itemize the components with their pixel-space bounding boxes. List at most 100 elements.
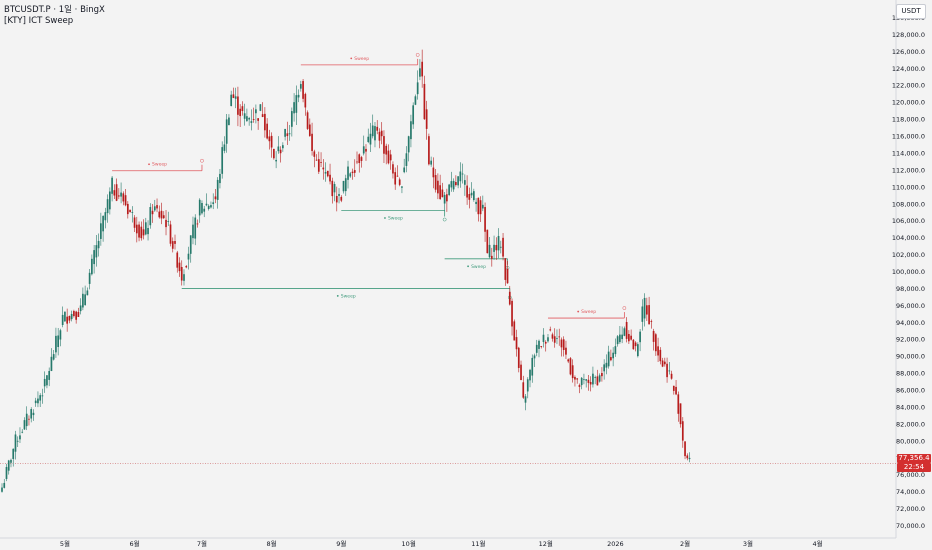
candle-body bbox=[484, 207, 486, 232]
candle-body bbox=[567, 359, 570, 362]
y-tick-label: 92,000.0 bbox=[896, 336, 925, 344]
candle-body bbox=[650, 321, 653, 322]
candle-body bbox=[526, 379, 529, 392]
y-tick-label: 74,000.0 bbox=[896, 488, 925, 496]
currency-unit-button[interactable]: USDT bbox=[896, 4, 926, 19]
candle-body bbox=[228, 117, 230, 126]
candle-body bbox=[210, 205, 212, 208]
candle-body bbox=[580, 377, 583, 386]
candle-body bbox=[338, 193, 340, 196]
y-tick-label: 124,000.0 bbox=[892, 65, 925, 73]
candle-body bbox=[434, 175, 437, 190]
sweep-marker-icon bbox=[336, 295, 339, 297]
sweep-label: Sweep bbox=[152, 162, 167, 168]
candle-body bbox=[176, 252, 179, 268]
y-tick-label: 70,000.0 bbox=[896, 522, 925, 530]
candle-body bbox=[630, 335, 632, 340]
candle-body bbox=[219, 173, 221, 184]
candle-body bbox=[347, 166, 349, 180]
candle-body bbox=[356, 161, 358, 163]
y-tick-label: 128,000.0 bbox=[892, 31, 925, 39]
candle-body bbox=[32, 412, 35, 416]
candle-body bbox=[358, 154, 361, 164]
x-tick-label: 8월 bbox=[267, 539, 277, 548]
candle-body bbox=[450, 181, 453, 188]
candle-body bbox=[389, 154, 392, 161]
y-tick-label: 84,000.0 bbox=[896, 403, 925, 411]
x-tick-label: 4월 bbox=[813, 539, 823, 548]
candle-body bbox=[632, 339, 635, 350]
candle-body bbox=[95, 245, 98, 258]
candle-body bbox=[349, 173, 352, 177]
candle-body bbox=[282, 145, 284, 149]
candle-body bbox=[535, 344, 538, 353]
candle-body bbox=[46, 375, 48, 386]
symbol-title[interactable]: BTCUSDT.P · 1일 · BingX bbox=[4, 5, 105, 15]
candle-body bbox=[257, 118, 259, 121]
candle-body bbox=[551, 334, 554, 339]
candle-body bbox=[34, 400, 37, 404]
candle-body bbox=[648, 305, 650, 325]
sweep-label: Sweep bbox=[581, 309, 596, 315]
candle-body bbox=[398, 179, 401, 185]
candle-body bbox=[446, 194, 448, 202]
x-tick-label: 6월 bbox=[130, 539, 140, 548]
sweep-end-icon bbox=[442, 217, 447, 222]
candle-body bbox=[326, 170, 329, 177]
y-tick-label: 86,000.0 bbox=[896, 387, 925, 395]
candle-body bbox=[196, 223, 199, 225]
candle-body bbox=[340, 196, 343, 201]
candle-body bbox=[248, 118, 251, 120]
candle-body bbox=[142, 229, 145, 236]
candle-body bbox=[297, 94, 300, 98]
candle-body bbox=[93, 250, 95, 265]
candle-body bbox=[158, 211, 161, 218]
candle-body bbox=[52, 354, 55, 360]
candle-body bbox=[513, 321, 516, 341]
candle-body bbox=[194, 217, 197, 239]
candle-body bbox=[259, 104, 262, 111]
y-tick-label: 80,000.0 bbox=[896, 437, 925, 445]
candle-body bbox=[688, 457, 691, 460]
candle-body bbox=[189, 235, 192, 254]
time-axis[interactable]: 5월 6월 7월 8월 9월 10월 11월 12월 2026 2월 3월 4월 bbox=[60, 539, 823, 548]
candle-body bbox=[183, 274, 185, 281]
candle-body bbox=[147, 227, 149, 235]
candle-body bbox=[192, 224, 194, 239]
candle-body bbox=[668, 370, 671, 372]
indicator-title[interactable]: [KTY] ICT Sweep bbox=[4, 16, 74, 26]
candle-body bbox=[55, 335, 57, 353]
candle-body bbox=[167, 221, 170, 222]
candle-body bbox=[448, 184, 450, 196]
candle-body bbox=[79, 305, 82, 312]
price-axis[interactable]: 70,000.072,000.074,000.076,000.078,000.0… bbox=[892, 14, 925, 530]
candle-body bbox=[261, 114, 264, 118]
candle-body bbox=[28, 418, 30, 420]
candle-body bbox=[201, 203, 203, 214]
candle-body bbox=[569, 358, 572, 375]
candle-body bbox=[459, 171, 462, 182]
candle-body bbox=[344, 178, 347, 192]
candle-body bbox=[10, 459, 12, 463]
x-tick-label: 11월 bbox=[471, 539, 485, 548]
candle-body bbox=[156, 205, 158, 209]
candle-body bbox=[407, 136, 410, 153]
candle-body bbox=[266, 123, 268, 139]
candle-body bbox=[59, 330, 62, 340]
candle-body bbox=[385, 145, 388, 155]
x-tick-label: 3월 bbox=[743, 539, 753, 548]
candle-body bbox=[481, 204, 484, 209]
candle-body bbox=[666, 363, 668, 378]
candle-body bbox=[308, 124, 311, 136]
y-tick-label: 100,000.0 bbox=[892, 268, 925, 276]
sweep-marker-icon bbox=[350, 57, 353, 60]
candle-body bbox=[102, 215, 104, 232]
candle-body bbox=[288, 133, 291, 135]
candle-body bbox=[578, 385, 581, 387]
candle-body bbox=[522, 382, 525, 398]
candle-body bbox=[290, 111, 293, 127]
candle-body bbox=[511, 300, 513, 327]
sweep-marker-icon bbox=[384, 217, 386, 219]
candle-body bbox=[376, 126, 379, 131]
